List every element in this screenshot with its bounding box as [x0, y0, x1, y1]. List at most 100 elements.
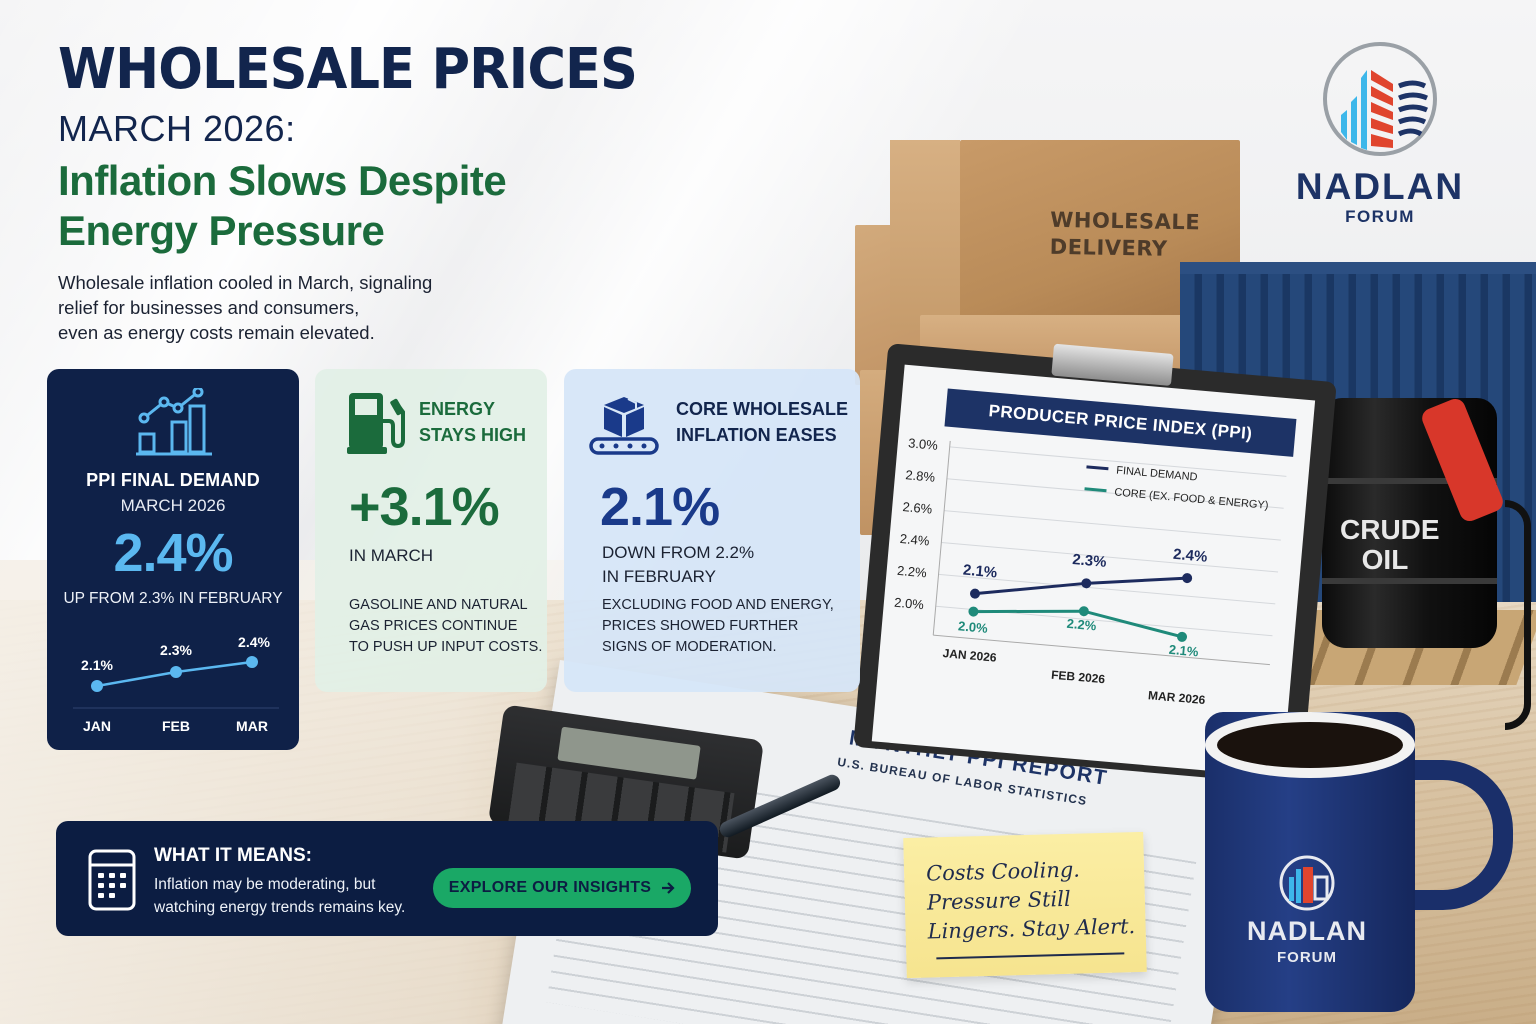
logo-name: NADLAN: [1295, 166, 1465, 207]
barrel-label-line: OIL: [1361, 544, 1409, 575]
calculator-icon: [88, 849, 136, 911]
y-tick: 2.2%: [896, 563, 927, 581]
intro-line: even as energy costs remain elevated.: [58, 322, 375, 343]
explore-insights-button[interactable]: EXPLORE OUR INSIGHTS: [433, 868, 691, 908]
core-card-description: EXCLUDING FOOD AND ENERGY, PRICES SHOWED…: [602, 595, 834, 658]
oil-barrel: [1322, 398, 1497, 648]
y-tick: 2.8%: [905, 467, 936, 485]
intro-text: Wholesale inflation cooled in March, sig…: [58, 270, 658, 345]
core-card-value: 2.1%: [600, 477, 720, 537]
sparkline-month: JAN: [83, 718, 111, 734]
intro-line: relief for businesses and consumers,: [58, 297, 360, 318]
data-label: 2.1%: [1168, 642, 1199, 660]
series-final-demand: 2.1% 2.3% 2.4%: [962, 546, 1208, 599]
barrel-label-line: CRUDE: [1340, 514, 1440, 545]
page-title: WHOLESALE PRICES: [58, 37, 638, 102]
box-label-line: WHOLESALE: [1050, 207, 1201, 235]
chart-gridlines: [932, 440, 1287, 666]
brand-logo[interactable]: NADLAN FORUM: [1290, 40, 1470, 227]
fuel-pump-icon: [347, 393, 405, 454]
energy-desc-line: GASOLINE AND NATURAL: [349, 597, 528, 613]
x-tick: MAR 2026: [1148, 688, 1207, 707]
core-card-title: CORE WHOLESALE INFLATION EASES: [676, 396, 848, 448]
coffee: [1217, 722, 1403, 768]
coffee-mug: [1205, 712, 1415, 1012]
data-label: 2.3%: [1072, 551, 1108, 571]
clipboard-paper: PRODUCER PRICE INDEX (PPI) 3.0% 2.8% 2.6…: [871, 364, 1316, 778]
ppi-card-month: MARCH 2026: [120, 496, 226, 515]
box-label: WHOLESALE DELIVERY: [1049, 207, 1201, 263]
core-title-line: INFLATION EASES: [676, 425, 837, 445]
sparkline-value: 2.4%: [238, 634, 270, 650]
energy-card-description: GASOLINE AND NATURAL GAS PRICES CONTINUE…: [349, 595, 542, 658]
y-tick: 3.0%: [908, 435, 939, 453]
ppi-card-value: 2.4%: [113, 523, 233, 583]
ppi-final-demand-card: PPI FINAL DEMAND MARCH 2026 2.4% UP FROM…: [47, 369, 299, 750]
data-label: 2.1%: [962, 562, 998, 582]
sparkline-month: FEB: [162, 718, 190, 734]
core-desc-line: SIGNS OF MODERATION.: [602, 639, 777, 655]
y-tick: 2.4%: [899, 531, 930, 549]
building-skyline-icon: [1323, 42, 1437, 156]
core-change-line: DOWN FROM 2.2%: [602, 543, 755, 562]
core-desc-line: EXCLUDING FOOD AND ENERGY,: [602, 597, 834, 613]
core-card-change: DOWN FROM 2.2% IN FEBRUARY: [602, 541, 754, 589]
x-tick: JAN 2026: [942, 646, 997, 665]
mug-brand-name: NADLAN: [1247, 916, 1367, 946]
arrow-right-icon: [662, 882, 675, 894]
data-label: 2.4%: [1172, 546, 1208, 566]
series-core: 2.0% 2.2% 2.1%: [957, 606, 1200, 660]
page-date: MARCH 2026:: [58, 108, 296, 149]
banner-title: WHAT IT MEANS:: [154, 845, 312, 866]
barrel-label: CRUDE OIL: [1340, 514, 1440, 575]
bar-line-chart-icon: [136, 388, 212, 456]
box-conveyor-icon: [589, 397, 659, 455]
chart-y-axis: 3.0% 2.8% 2.6% 2.4% 2.2% 2.0%: [894, 435, 939, 612]
core-title-line: CORE WHOLESALE: [676, 399, 849, 419]
banner-text-line: watching energy trends remains key.: [154, 899, 406, 916]
fuel-hose: [1505, 500, 1531, 730]
banner-text-line: Inflation may be moderating, but: [154, 876, 376, 893]
core-inflation-card: CORE WHOLESALE INFLATION EASES 2.1% DOWN…: [564, 369, 860, 692]
ppi-line-chart: 3.0% 2.8% 2.6% 2.4% 2.2% 2.0%: [894, 435, 1287, 707]
subtitle-line: Inflation Slows Despite: [58, 157, 507, 204]
x-tick: FEB 2026: [1051, 668, 1106, 687]
chart-legend: FINAL DEMAND CORE (EX. FOOD & ENERGY): [1084, 465, 1269, 512]
energy-card: ENERGY STAYS HIGH +3.1% IN MARCH GASOLIN…: [315, 369, 547, 692]
cta-label: EXPLORE OUR INSIGHTS: [448, 879, 652, 896]
sticky-note: Costs Cooling. Pressure Still Lingers. S…: [903, 831, 1147, 979]
legend-core: CORE (EX. FOOD & ENERGY): [1114, 486, 1269, 511]
ppi-card-change: UP FROM 2.3% IN FEBRUARY: [63, 590, 283, 607]
mug-brand-sub: FORUM: [1277, 949, 1337, 966]
intro-line: Wholesale inflation cooled in March, sig…: [58, 272, 433, 293]
energy-desc-line: GAS PRICES CONTINUE: [349, 618, 518, 634]
energy-card-value: +3.1%: [349, 477, 500, 537]
clipboard: PRODUCER PRICE INDEX (PPI) 3.0% 2.8% 2.6…: [853, 343, 1337, 786]
chart-x-axis: JAN 2026 FEB 2026 MAR 2026: [942, 646, 1207, 707]
subtitle-line: Energy Pressure: [58, 207, 385, 254]
page-subtitle: Inflation Slows Despite Energy Pressure: [58, 156, 658, 256]
energy-card-title: ENERGY STAYS HIGH: [419, 396, 526, 448]
y-tick: 2.0%: [894, 595, 925, 613]
mug-logo: NADLAN FORUM: [1232, 855, 1382, 966]
energy-card-period: IN MARCH: [349, 546, 434, 565]
ppi-sparkline: 2.1% 2.3% 2.4% JAN FEB MAR: [73, 634, 279, 734]
building-skyline-icon: [1279, 855, 1335, 911]
data-label: 2.0%: [957, 618, 988, 636]
sparkline-month: MAR: [236, 718, 268, 734]
sparkline-value: 2.1%: [81, 657, 113, 673]
core-change-line: IN FEBRUARY: [602, 567, 716, 586]
energy-title-line: STAYS HIGH: [419, 425, 527, 445]
y-tick: 2.6%: [902, 499, 933, 517]
core-desc-line: PRICES SHOWED FURTHER: [602, 618, 799, 634]
page-header: WHOLESALE PRICES MARCH 2026: Inflation S…: [58, 38, 658, 345]
what-it-means-banner: WHAT IT MEANS: Inflation may be moderati…: [56, 821, 718, 936]
logo-sub: FORUM: [1345, 207, 1415, 226]
data-label: 2.2%: [1066, 616, 1097, 634]
energy-desc-line: TO PUSH UP INPUT COSTS.: [349, 639, 543, 655]
sticky-line: Lingers. Stay Alert.: [927, 914, 1136, 944]
ppi-card-label: PPI FINAL DEMAND: [86, 470, 260, 490]
box-label-line: DELIVERY: [1049, 234, 1168, 261]
energy-title-line: ENERGY: [419, 399, 496, 419]
sparkline-value: 2.3%: [160, 642, 192, 658]
